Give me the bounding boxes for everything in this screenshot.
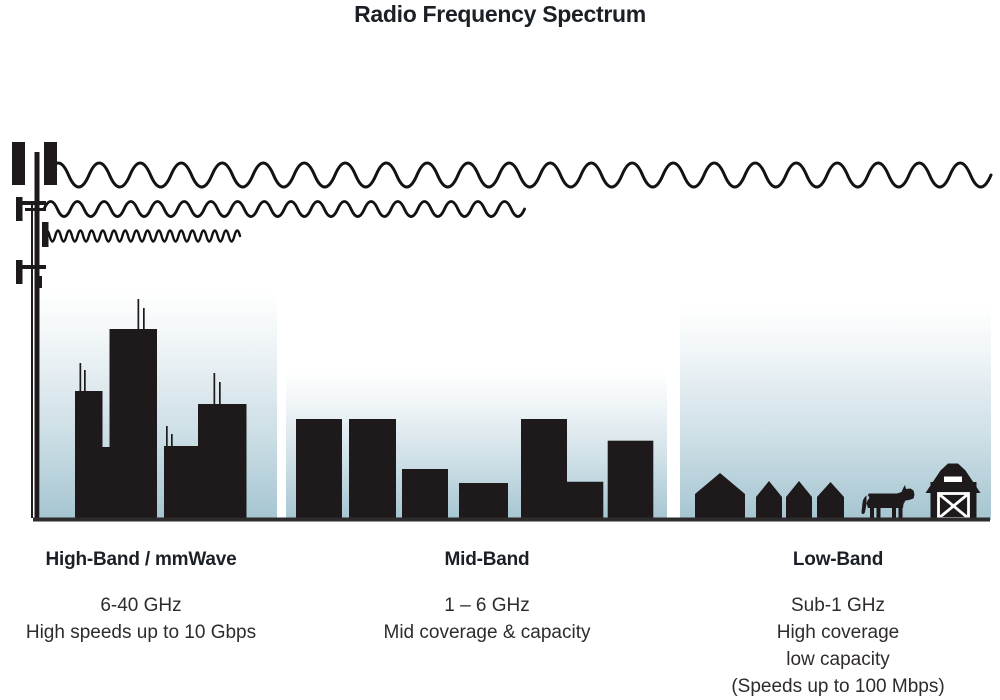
house-icon — [695, 473, 745, 520]
low-band-heading: Low-Band — [792, 549, 884, 570]
tower-mast-thin — [31, 205, 33, 518]
high-frequency-wave-icon — [42, 229, 242, 243]
house-icon — [786, 481, 812, 520]
tower-antenna-panel — [42, 222, 49, 247]
building-antenna — [171, 434, 173, 446]
building — [459, 483, 508, 520]
building-antenna — [166, 426, 168, 446]
building — [521, 419, 604, 520]
tower-crossbar — [19, 265, 46, 269]
tower-top-panel-left — [12, 142, 25, 185]
rural-farm-icon — [695, 463, 981, 520]
building — [109, 329, 157, 520]
building-antenna — [219, 382, 221, 404]
high-band-label: High-Band / mmWave 6-40 GHz High speeds … — [8, 549, 274, 646]
barn-loft-window — [944, 476, 962, 482]
high-band-heading: High-Band / mmWave — [45, 549, 237, 570]
building-antenna — [84, 370, 86, 391]
low-frequency-wave-icon — [46, 161, 993, 189]
low-band-description: low capacity — [786, 649, 890, 670]
tower-stub — [37, 276, 42, 288]
mid-band-heading: Mid-Band — [444, 549, 530, 570]
building — [402, 469, 448, 520]
low-band-description: High coverage — [776, 622, 900, 643]
low-band-description: (Speeds up to 100 Mbps) — [731, 676, 945, 697]
building-antenna — [137, 299, 140, 329]
building — [349, 419, 396, 520]
skyscraper-city-icon — [75, 299, 247, 520]
barn-icon — [925, 463, 981, 520]
building — [198, 404, 247, 520]
building-antenna — [213, 373, 216, 404]
house-icon — [756, 481, 782, 520]
mid-frequency-wave-icon — [42, 200, 526, 218]
high-band-frequency: 6-40 GHz — [100, 595, 182, 616]
low-band-label: Low-Band Sub-1 GHz High coverage low cap… — [688, 549, 988, 700]
page-title: Radio Frequency Spectrum — [354, 1, 646, 27]
mid-band-description: Mid coverage & capacity — [383, 622, 591, 643]
building — [164, 446, 198, 520]
building-antenna — [143, 308, 145, 329]
tower-crossbar — [19, 201, 46, 205]
tower-top-panel-right — [44, 142, 57, 185]
tower-crossbar — [25, 208, 46, 211]
mid-band-label: Mid-Band 1 – 6 GHz Mid coverage & capaci… — [350, 549, 624, 646]
cell-tower-icon — [12, 142, 57, 518]
tower-antenna-panel — [16, 197, 23, 221]
building — [75, 391, 103, 520]
cow-body — [861, 485, 915, 520]
building — [296, 419, 342, 520]
tower-mast — [34, 152, 40, 518]
building — [607, 440, 654, 520]
house-icon — [817, 482, 844, 520]
cow-icon — [861, 485, 915, 520]
barn-door-cross — [938, 493, 969, 519]
building-antenna — [79, 363, 82, 391]
low-band-frequency: Sub-1 GHz — [791, 595, 885, 616]
midrise-city-icon — [296, 419, 654, 520]
building — [102, 447, 110, 520]
tower-antenna-panel — [16, 260, 23, 284]
mid-band-frequency: 1 – 6 GHz — [444, 595, 530, 616]
radio-waves — [42, 161, 993, 243]
high-band-description: High speeds up to 10 Gbps — [25, 622, 257, 643]
ground-line — [33, 517, 990, 522]
